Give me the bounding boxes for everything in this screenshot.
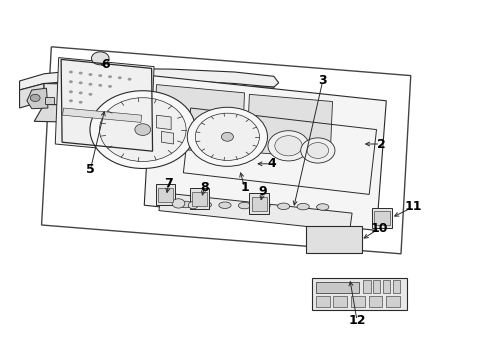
Bar: [192, 192, 206, 206]
Bar: [249, 193, 268, 214]
Circle shape: [69, 80, 73, 83]
Circle shape: [188, 202, 198, 209]
Polygon shape: [62, 108, 142, 122]
Circle shape: [88, 93, 92, 96]
Polygon shape: [20, 84, 44, 108]
Polygon shape: [58, 88, 107, 102]
Circle shape: [172, 199, 184, 208]
Bar: [305, 226, 361, 253]
Circle shape: [30, 94, 40, 102]
Bar: [155, 184, 175, 205]
Bar: [372, 280, 380, 293]
Bar: [251, 197, 266, 211]
Bar: [315, 282, 358, 293]
Circle shape: [306, 143, 328, 158]
Bar: [371, 208, 391, 228]
Circle shape: [90, 91, 195, 168]
Bar: [373, 211, 389, 225]
Circle shape: [98, 84, 102, 87]
Polygon shape: [20, 68, 278, 90]
Polygon shape: [27, 88, 48, 109]
Circle shape: [108, 75, 112, 78]
Text: 12: 12: [347, 314, 365, 327]
Ellipse shape: [277, 203, 289, 210]
Circle shape: [187, 107, 267, 166]
Polygon shape: [144, 76, 386, 230]
Circle shape: [88, 73, 92, 76]
Bar: [350, 296, 364, 307]
Circle shape: [99, 98, 186, 162]
Polygon shape: [44, 84, 273, 110]
Text: 8: 8: [200, 181, 208, 194]
Text: 5: 5: [86, 163, 95, 176]
Circle shape: [127, 78, 131, 81]
Circle shape: [79, 101, 82, 104]
Circle shape: [267, 131, 308, 161]
Polygon shape: [114, 89, 178, 102]
Circle shape: [88, 83, 92, 86]
Ellipse shape: [258, 203, 270, 209]
Text: 6: 6: [101, 58, 109, 71]
Bar: [189, 188, 209, 209]
Bar: [311, 278, 407, 310]
Polygon shape: [55, 58, 154, 153]
Circle shape: [135, 124, 150, 135]
Circle shape: [69, 99, 73, 102]
Circle shape: [79, 81, 82, 84]
Polygon shape: [45, 97, 54, 104]
Polygon shape: [156, 115, 171, 130]
Polygon shape: [154, 85, 244, 155]
Circle shape: [69, 71, 73, 73]
Circle shape: [91, 52, 109, 65]
Circle shape: [300, 138, 334, 163]
Ellipse shape: [238, 202, 250, 209]
Bar: [386, 296, 399, 307]
Text: 4: 4: [266, 157, 275, 170]
Circle shape: [274, 136, 302, 156]
Circle shape: [79, 72, 82, 75]
Polygon shape: [34, 104, 273, 126]
Circle shape: [79, 91, 82, 94]
Text: 3: 3: [318, 75, 326, 87]
Polygon shape: [246, 94, 332, 158]
Circle shape: [195, 113, 259, 161]
Bar: [158, 188, 172, 202]
Polygon shape: [161, 131, 173, 144]
Text: 10: 10: [369, 222, 387, 235]
Text: 9: 9: [258, 185, 267, 198]
Circle shape: [69, 90, 73, 93]
Ellipse shape: [296, 203, 309, 210]
Text: 2: 2: [376, 138, 385, 150]
Polygon shape: [182, 91, 210, 102]
Ellipse shape: [219, 202, 231, 208]
Ellipse shape: [180, 201, 192, 208]
Bar: [315, 296, 329, 307]
Bar: [363, 280, 370, 293]
Ellipse shape: [316, 204, 328, 210]
Circle shape: [98, 74, 102, 77]
Ellipse shape: [199, 202, 211, 208]
Bar: [382, 280, 389, 293]
Text: 7: 7: [164, 177, 173, 190]
Circle shape: [221, 132, 233, 141]
Circle shape: [118, 76, 122, 79]
Text: 1: 1: [240, 181, 248, 194]
Bar: [333, 296, 346, 307]
Circle shape: [108, 85, 112, 88]
Polygon shape: [159, 193, 351, 231]
Bar: [368, 296, 382, 307]
Text: 11: 11: [404, 201, 421, 213]
Bar: [392, 280, 399, 293]
